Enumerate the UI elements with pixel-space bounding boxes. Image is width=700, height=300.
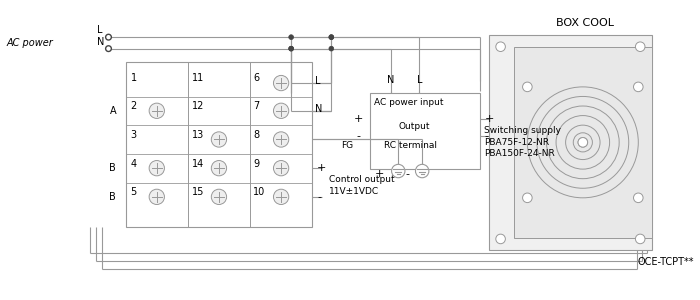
Text: 4: 4 bbox=[130, 159, 136, 169]
Text: 14: 14 bbox=[192, 159, 204, 169]
Text: 6: 6 bbox=[253, 74, 259, 83]
Circle shape bbox=[211, 160, 227, 176]
Circle shape bbox=[578, 138, 587, 147]
Text: 9: 9 bbox=[253, 159, 259, 169]
Text: 8: 8 bbox=[253, 130, 259, 140]
Circle shape bbox=[274, 189, 289, 205]
Circle shape bbox=[149, 103, 164, 118]
Circle shape bbox=[496, 42, 505, 52]
Text: 12: 12 bbox=[192, 101, 204, 111]
Text: -: - bbox=[484, 131, 489, 141]
Circle shape bbox=[211, 132, 227, 147]
Text: L: L bbox=[315, 76, 321, 86]
Bar bbox=[514, 47, 652, 238]
Text: 1: 1 bbox=[130, 74, 136, 83]
Text: +: + bbox=[484, 114, 494, 124]
Text: OCE-TCPT**: OCE-TCPT** bbox=[637, 257, 694, 267]
Circle shape bbox=[416, 164, 429, 178]
Text: 5: 5 bbox=[130, 187, 136, 197]
Circle shape bbox=[329, 35, 334, 40]
Text: L: L bbox=[97, 25, 102, 35]
Bar bbox=[489, 35, 652, 250]
Text: Control output: Control output bbox=[330, 175, 395, 184]
Circle shape bbox=[289, 46, 293, 51]
Circle shape bbox=[634, 193, 643, 202]
Circle shape bbox=[289, 46, 293, 51]
Text: 7: 7 bbox=[253, 101, 259, 111]
Bar bbox=[563, 102, 577, 160]
Text: 2: 2 bbox=[130, 101, 136, 111]
Bar bbox=[564, 125, 576, 139]
Text: N: N bbox=[315, 104, 323, 114]
Text: L: L bbox=[416, 75, 422, 85]
Text: B: B bbox=[109, 192, 116, 202]
Text: A: A bbox=[109, 106, 116, 116]
Text: +: + bbox=[317, 163, 326, 173]
Text: +: + bbox=[374, 169, 384, 179]
Text: 10: 10 bbox=[253, 187, 265, 197]
Circle shape bbox=[523, 82, 532, 92]
Circle shape bbox=[523, 193, 532, 202]
Circle shape bbox=[329, 46, 334, 51]
Circle shape bbox=[211, 189, 227, 205]
Bar bbox=[126, 62, 312, 226]
Text: +: + bbox=[354, 114, 363, 124]
Circle shape bbox=[106, 46, 111, 52]
Text: N: N bbox=[97, 37, 104, 47]
Text: BOX COOL: BOX COOL bbox=[556, 18, 614, 28]
Text: 11: 11 bbox=[192, 74, 204, 83]
Circle shape bbox=[274, 103, 289, 118]
Text: -: - bbox=[356, 131, 360, 141]
Text: PBA150F-24-NR: PBA150F-24-NR bbox=[484, 149, 555, 158]
Bar bbox=[564, 143, 576, 157]
Circle shape bbox=[634, 82, 643, 92]
Text: AC power: AC power bbox=[6, 38, 53, 48]
Circle shape bbox=[391, 164, 405, 178]
Text: AC power input: AC power input bbox=[374, 98, 444, 107]
Circle shape bbox=[636, 234, 645, 244]
Text: FG: FG bbox=[341, 141, 353, 150]
Text: PBA75F-12-NR: PBA75F-12-NR bbox=[484, 138, 550, 147]
Text: 15: 15 bbox=[192, 187, 204, 197]
Text: N: N bbox=[387, 75, 394, 85]
Text: 13: 13 bbox=[192, 130, 204, 140]
Text: -: - bbox=[406, 169, 410, 179]
Circle shape bbox=[274, 75, 289, 91]
Text: 3: 3 bbox=[130, 130, 136, 140]
Circle shape bbox=[289, 35, 293, 40]
Circle shape bbox=[636, 42, 645, 52]
Circle shape bbox=[106, 34, 111, 40]
Circle shape bbox=[329, 35, 334, 40]
Text: -: - bbox=[317, 192, 321, 202]
Text: B: B bbox=[109, 163, 116, 173]
Circle shape bbox=[274, 160, 289, 176]
Bar bbox=[564, 107, 576, 120]
Circle shape bbox=[274, 132, 289, 147]
Bar bbox=[370, 93, 480, 169]
Circle shape bbox=[496, 234, 505, 244]
Text: Switching supply: Switching supply bbox=[484, 126, 561, 135]
Text: Output: Output bbox=[398, 122, 430, 130]
Text: RC terminal: RC terminal bbox=[384, 141, 437, 150]
Text: 11V±1VDC: 11V±1VDC bbox=[330, 187, 379, 196]
Circle shape bbox=[149, 160, 164, 176]
Circle shape bbox=[149, 189, 164, 205]
